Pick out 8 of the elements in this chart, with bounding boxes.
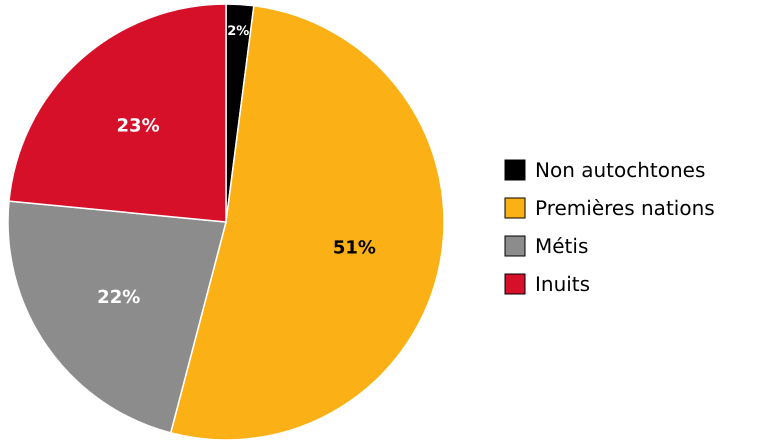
data-label: 2% (227, 24, 250, 40)
legend-label: Premières nations (535, 196, 715, 220)
data-label: 23% (116, 115, 160, 136)
legend-label: Inuits (535, 272, 590, 296)
legend-label: Métis (535, 234, 588, 258)
data-label: 22% (97, 287, 140, 308)
data-label: 51% (332, 237, 376, 258)
legend-label: Non autochtones (535, 158, 706, 182)
